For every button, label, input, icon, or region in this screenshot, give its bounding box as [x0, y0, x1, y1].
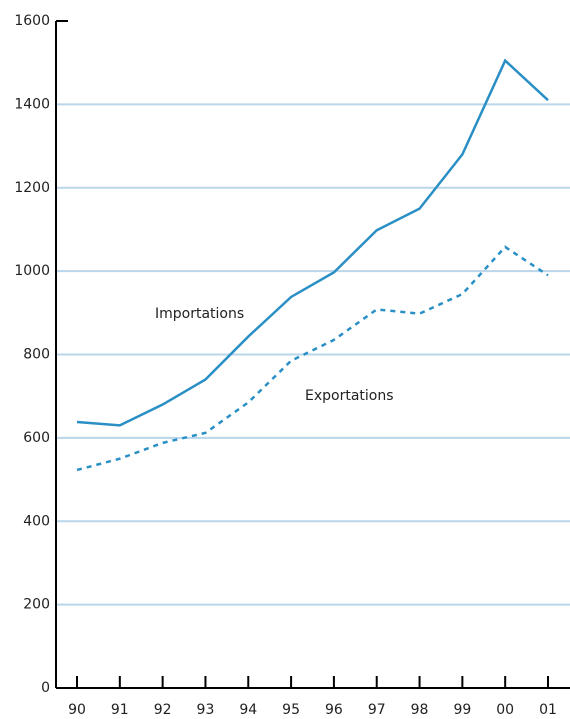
x-tick-label: 95	[282, 702, 300, 718]
series-line	[76, 58, 549, 427]
y-tick-label: 0	[41, 680, 50, 696]
series-label: Importations	[155, 306, 244, 322]
x-tick-label: 00	[496, 702, 514, 718]
y-tick-label: 400	[23, 513, 50, 529]
x-tick-label: 91	[111, 702, 129, 718]
y-tick-label: 200	[23, 597, 50, 613]
y-tick-label: 1200	[14, 180, 50, 196]
series-line	[76, 245, 549, 472]
x-tick-label: 90	[68, 702, 86, 718]
x-tick-label: 96	[325, 702, 343, 718]
x-tick-label: 93	[197, 702, 215, 718]
y-tick-label: 600	[23, 430, 50, 446]
x-tick-label: 99	[453, 702, 471, 718]
y-tick-label: 800	[23, 347, 50, 363]
y-tick-label: 1400	[14, 96, 50, 112]
x-tick-label: 92	[154, 702, 172, 718]
x-tick-label: 01	[539, 702, 557, 718]
x-tick-label: 97	[368, 702, 386, 718]
x-tick-label: 94	[239, 702, 257, 718]
x-tick-label: 98	[411, 702, 429, 718]
y-tick-label: 1000	[14, 263, 50, 279]
y-tick-label: 1600	[14, 13, 50, 29]
series-label: Exportations	[305, 388, 394, 404]
